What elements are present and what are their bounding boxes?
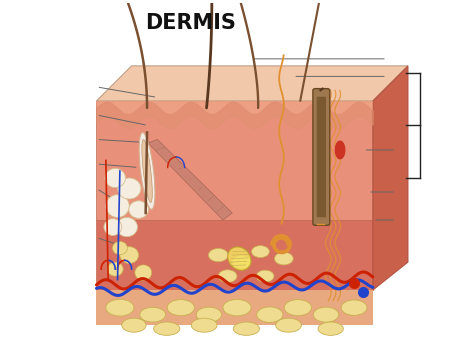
Ellipse shape	[140, 307, 165, 322]
Polygon shape	[148, 140, 232, 220]
Polygon shape	[97, 66, 408, 101]
Ellipse shape	[196, 307, 221, 322]
Ellipse shape	[167, 300, 194, 316]
Polygon shape	[97, 101, 373, 220]
Ellipse shape	[129, 201, 148, 218]
Ellipse shape	[228, 247, 251, 270]
Ellipse shape	[341, 300, 367, 315]
Ellipse shape	[106, 195, 129, 218]
Ellipse shape	[106, 299, 134, 316]
Ellipse shape	[313, 307, 338, 322]
Ellipse shape	[209, 248, 228, 262]
Ellipse shape	[218, 270, 237, 282]
Ellipse shape	[274, 252, 293, 265]
Ellipse shape	[112, 241, 128, 255]
Ellipse shape	[104, 219, 122, 235]
Polygon shape	[97, 101, 373, 114]
Ellipse shape	[284, 300, 311, 316]
Ellipse shape	[117, 218, 137, 237]
Ellipse shape	[223, 299, 251, 316]
Polygon shape	[97, 220, 373, 290]
Ellipse shape	[318, 322, 343, 335]
Ellipse shape	[118, 178, 141, 199]
Ellipse shape	[257, 307, 283, 323]
FancyBboxPatch shape	[317, 97, 326, 217]
Ellipse shape	[107, 262, 123, 276]
FancyBboxPatch shape	[313, 89, 330, 225]
Ellipse shape	[233, 322, 259, 335]
Ellipse shape	[252, 246, 269, 257]
Ellipse shape	[256, 270, 274, 282]
Ellipse shape	[120, 247, 138, 263]
Polygon shape	[336, 141, 345, 159]
Ellipse shape	[135, 265, 152, 280]
Ellipse shape	[191, 318, 217, 332]
Ellipse shape	[139, 132, 155, 209]
Text: DERMIS: DERMIS	[145, 13, 236, 33]
Ellipse shape	[232, 256, 251, 268]
Ellipse shape	[122, 318, 146, 332]
Ellipse shape	[142, 140, 152, 203]
Ellipse shape	[276, 318, 301, 332]
Ellipse shape	[105, 168, 126, 188]
Polygon shape	[97, 290, 373, 325]
Polygon shape	[373, 66, 408, 290]
Ellipse shape	[154, 322, 180, 335]
